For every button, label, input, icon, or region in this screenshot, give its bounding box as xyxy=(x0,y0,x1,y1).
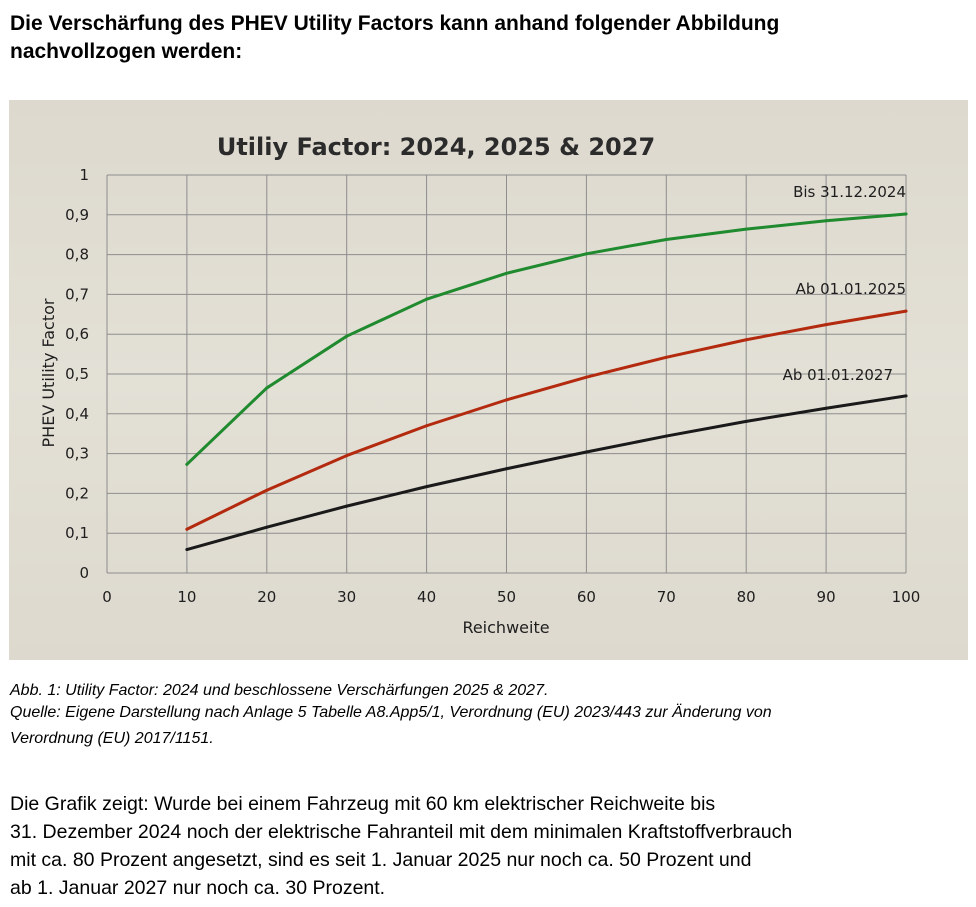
y-tick-label: 0,4 xyxy=(65,405,89,423)
x-tick-label: 10 xyxy=(177,588,196,606)
data-point xyxy=(824,219,828,223)
y-tick-label: 0,5 xyxy=(65,365,89,383)
x-axis-label: Reichweite xyxy=(462,618,549,637)
data-point xyxy=(824,323,828,327)
x-tick-label: 20 xyxy=(257,588,276,606)
data-point xyxy=(345,504,349,508)
series-labels: Bis 31.12.2024 Ab 01.01.2025 Ab 01.01.2027 xyxy=(783,183,906,384)
chart-panel: Utiliy Factor: 2024, 2025 & 2027 0 0,1 0,2… xyxy=(9,100,968,660)
data-point xyxy=(584,375,588,379)
y-tick-label: 1 xyxy=(79,166,89,184)
data-point xyxy=(265,386,269,390)
data-point xyxy=(664,355,668,359)
data-point xyxy=(265,488,269,492)
y-tick-label: 0,1 xyxy=(65,524,89,542)
chart-grid xyxy=(106,174,907,574)
series-label-3: Ab 01.01.2027 xyxy=(783,366,893,384)
data-point xyxy=(265,525,269,529)
caption-line-3: Verordnung (EU) 2017/1151. xyxy=(10,730,214,747)
body-line-3: mit ca. 80 Prozent angesetzt, sind es se… xyxy=(10,849,752,871)
body-line-4: ab 1. Januar 2027 nur noch ca. 30 Prozen… xyxy=(10,877,386,899)
y-axis-label: PHEV Utility Factor xyxy=(39,298,58,447)
data-point xyxy=(425,485,429,489)
data-point xyxy=(664,434,668,438)
body-paragraph: Die Grafik zeigt: Wurde bei einem Fahrze… xyxy=(10,790,960,902)
caption-line-1: Abb. 1: Utility Factor: 2024 und beschlo… xyxy=(10,682,549,699)
series-line-1 xyxy=(185,212,908,466)
utility-factor-chart: Utiliy Factor: 2024, 2025 & 2027 0 0,1 0,2… xyxy=(39,133,920,637)
data-point xyxy=(505,398,508,402)
data-point xyxy=(744,227,748,231)
y-tick-label: 0,6 xyxy=(65,325,89,343)
y-tick-label: 0,2 xyxy=(65,484,89,502)
x-tick-label: 30 xyxy=(337,588,356,606)
page-heading: Die Verschärfung des PHEV Utility Factor… xyxy=(10,10,950,66)
heading-line-1: Die Verschärfung des PHEV Utility Factor… xyxy=(10,12,780,35)
data-point xyxy=(824,406,828,410)
data-point xyxy=(185,548,189,552)
data-point xyxy=(584,450,588,454)
x-tick-label: 100 xyxy=(892,588,921,606)
x-tick-label: 40 xyxy=(417,588,436,606)
data-point xyxy=(505,271,508,275)
data-point xyxy=(904,212,908,216)
data-point xyxy=(505,467,508,471)
data-point xyxy=(185,462,189,466)
y-axis-ticks: 0 0,1 0,2 0,3 0,4 0,5 0,6 0,7 0,8 0,9 1 xyxy=(65,166,89,582)
series-line-3 xyxy=(185,394,908,552)
x-tick-label: 90 xyxy=(817,588,836,606)
series-lines xyxy=(185,212,908,552)
caption-line-2: Quelle: Eigene Darstellung nach Anlage 5… xyxy=(10,704,772,721)
body-line-1: Die Grafik zeigt: Wurde bei einem Fahrze… xyxy=(10,793,716,815)
data-point xyxy=(744,419,748,423)
y-tick-label: 0,3 xyxy=(65,445,89,463)
data-point xyxy=(345,454,349,458)
x-axis-ticks: 0 10 20 30 40 50 60 70 80 90 100 xyxy=(102,588,920,606)
data-point xyxy=(425,424,429,428)
chart-title: Utiliy Factor: 2024, 2025 & 2027 xyxy=(217,133,655,161)
data-point xyxy=(345,334,349,338)
y-tick-label: 0 xyxy=(79,564,89,582)
data-point xyxy=(744,338,748,342)
y-tick-label: 0,7 xyxy=(65,285,89,303)
body-line-2: 31. Dezember 2024 noch der elektrische F… xyxy=(10,821,793,843)
y-tick-label: 0,9 xyxy=(65,206,89,224)
figure-caption: Abb. 1: Utility Factor: 2024 und beschlo… xyxy=(10,680,960,750)
series-label-2: Ab 01.01.2025 xyxy=(796,280,906,298)
x-tick-label: 60 xyxy=(577,588,596,606)
data-point xyxy=(425,297,429,301)
heading-line-2: nachvollzogen werden: xyxy=(10,40,243,63)
x-tick-label: 0 xyxy=(102,588,112,606)
data-point xyxy=(904,309,908,313)
x-tick-label: 50 xyxy=(497,588,516,606)
x-tick-label: 70 xyxy=(657,588,676,606)
series-label-1: Bis 31.12.2024 xyxy=(793,183,906,201)
x-tick-label: 80 xyxy=(737,588,756,606)
y-tick-label: 0,8 xyxy=(65,246,89,264)
series-line-2 xyxy=(185,309,908,531)
data-point xyxy=(185,527,189,531)
data-point xyxy=(904,394,908,398)
data-point xyxy=(584,252,588,256)
data-point xyxy=(664,237,668,241)
